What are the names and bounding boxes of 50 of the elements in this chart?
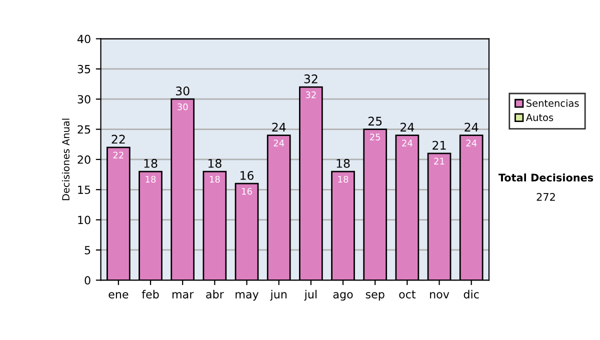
total-label: 25: [368, 116, 382, 126]
x-tick-label: sep: [366, 292, 384, 301]
y-tick-label: 0: [84, 276, 90, 285]
legend-label: Autos: [526, 114, 554, 122]
x-tick-label: jul: [304, 290, 317, 301]
x-tick-label: mar: [172, 292, 194, 298]
total-label: 30: [176, 86, 190, 96]
total-label: 24: [400, 122, 414, 132]
data-label: 32: [306, 91, 316, 98]
y-tick-label: 15: [78, 186, 90, 194]
total-label: 18: [144, 158, 158, 168]
total-label: 21: [432, 140, 446, 150]
y-tick-label: 40: [77, 34, 90, 44]
total-label: 18: [208, 158, 222, 168]
data-label: 30: [178, 103, 188, 110]
total-label: 32: [304, 74, 318, 84]
data-label: 18: [146, 176, 156, 183]
y-tick-label: 25: [78, 125, 90, 134]
data-label: 16: [242, 188, 252, 195]
y-tick-label: 5: [84, 246, 90, 254]
x-tick-label: nov: [430, 292, 450, 298]
total-label: 18: [336, 158, 350, 168]
y-tick-label: 30: [78, 95, 90, 104]
x-tick-label: may: [236, 292, 259, 301]
x-tick-label: dic: [464, 290, 479, 298]
y-tick-label: 35: [78, 64, 90, 74]
total-label: 16: [240, 170, 254, 180]
text: 272: [536, 193, 555, 201]
text: Total Decisiones: [498, 173, 594, 182]
data-label: 21: [434, 158, 444, 164]
x-tick-label: feb: [142, 290, 159, 298]
data-label: 24: [466, 140, 477, 146]
total-label: 24: [272, 122, 286, 132]
data-label: 24: [274, 140, 284, 146]
y-tick-label: 10: [78, 216, 90, 224]
x-tick-label: oct: [399, 290, 416, 298]
total-label: 22: [112, 134, 125, 144]
x-tick-label: abr: [206, 290, 224, 298]
x-tick-label: jun: [270, 290, 286, 301]
data-label: 18: [210, 176, 220, 183]
y-axis-title: Decisiones Anual: [62, 118, 70, 200]
data-label: 24: [402, 140, 412, 146]
data-label: 22: [113, 152, 124, 158]
x-tick-label: ago: [333, 292, 353, 301]
total-label: 24: [464, 122, 478, 132]
data-label: 25: [370, 134, 380, 140]
y-tick-label: 20: [78, 155, 90, 164]
data-label: 18: [338, 176, 348, 183]
x-tick-label: ene: [108, 292, 128, 298]
legend-label: Sentencias: [526, 99, 579, 107]
